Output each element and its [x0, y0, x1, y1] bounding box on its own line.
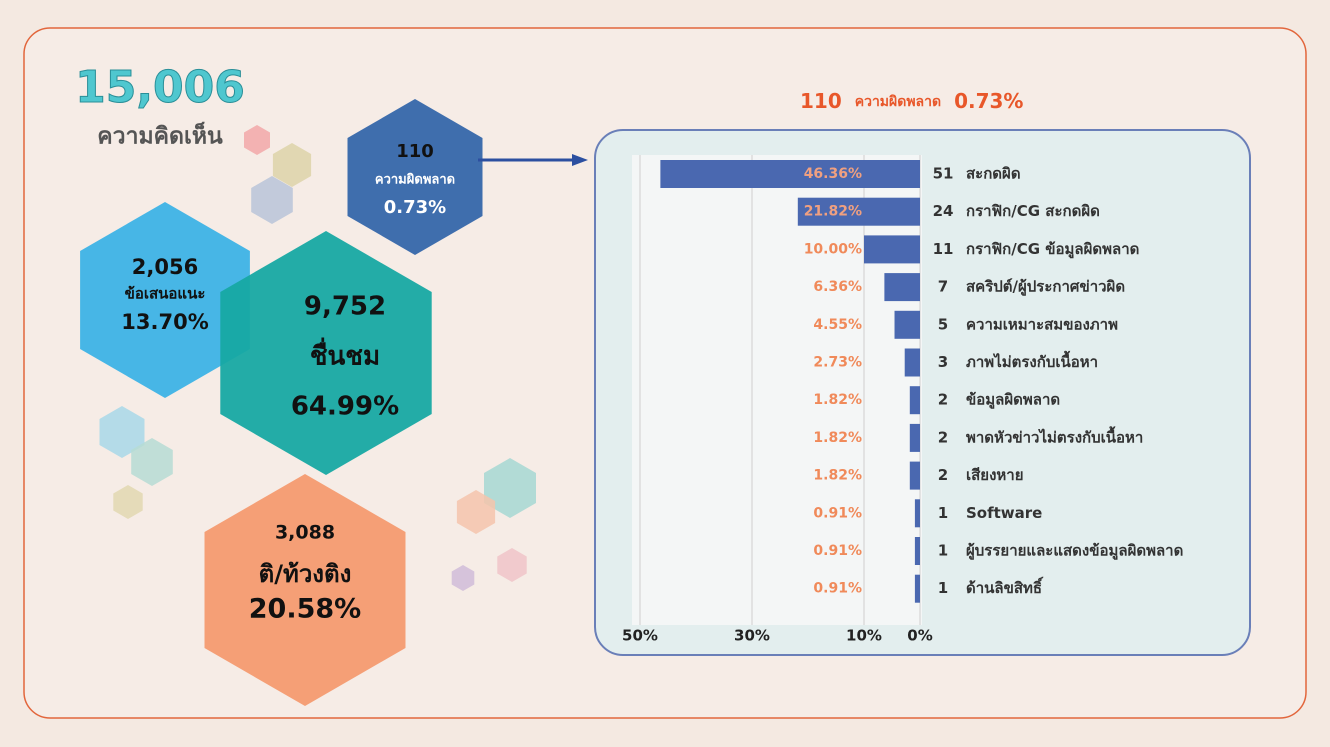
bar — [864, 235, 920, 263]
value-label: 2.73% — [813, 355, 862, 371]
title-percent: 0.73% — [954, 89, 1023, 113]
criticism-percent: 20.58% — [249, 594, 361, 625]
count-label: 1 — [938, 579, 948, 597]
value-label: 21.82% — [804, 204, 862, 220]
errors-percent: 0.73% — [384, 197, 446, 218]
total-value: 15,006 — [75, 62, 245, 113]
count-label: 1 — [938, 542, 948, 560]
count-label: 3 — [938, 353, 948, 371]
count-label: 7 — [938, 278, 948, 296]
value-label: 46.36% — [804, 166, 862, 182]
suggestions-percent: 13.70% — [121, 310, 208, 334]
category-label: Software — [966, 504, 1042, 522]
bar — [915, 575, 920, 603]
value-label: 0.91% — [813, 543, 862, 559]
value-label: 1.82% — [813, 392, 862, 408]
count-label: 11 — [933, 240, 954, 258]
suggestions-count: 2,056 — [132, 255, 198, 279]
value-label: 1.82% — [813, 430, 862, 446]
bar — [915, 499, 920, 527]
category-label: กราฟิก/CG สะกดผิด — [966, 202, 1100, 220]
bar — [910, 386, 920, 414]
count-label: 2 — [938, 428, 948, 446]
x-tick-label: 0% — [907, 627, 932, 645]
x-tick-label: 10% — [846, 627, 882, 645]
bar — [660, 160, 920, 188]
x-tick-label: 50% — [622, 627, 658, 645]
count-label: 5 — [938, 315, 948, 333]
category-label: ภาพไม่ตรงกับเนื้อหา — [966, 350, 1098, 371]
bar — [905, 349, 920, 377]
value-label: 0.91% — [813, 581, 862, 597]
count-label: 1 — [938, 504, 948, 522]
praise-count: 9,752 — [304, 292, 386, 322]
praise-percent: 64.99% — [291, 392, 399, 422]
category-label: ข้อมูลผิดพลาด — [966, 391, 1060, 410]
count-label: 2 — [938, 466, 948, 484]
bar — [910, 424, 920, 452]
count-label: 51 — [933, 165, 954, 183]
category-label: ผู้บรรยายและแสดงข้อมูลผิดพลาด — [966, 542, 1183, 561]
count-label: 24 — [933, 202, 954, 220]
category-label: เสียงหาย — [966, 466, 1024, 484]
category-label: สะกดผิด — [966, 165, 1021, 183]
category-label: กราฟิก/CG ข้อมูลผิดพลาด — [966, 240, 1139, 259]
praise-label: ชื่นชม — [310, 337, 380, 372]
category-label: ด้านลิขสิทธิ์ — [966, 576, 1044, 597]
total-label: ความคิดเห็น — [97, 121, 223, 150]
category-label: ความเหมาะสมของภาพ — [966, 315, 1118, 333]
criticism-label: ติ/ท้วงติง — [259, 560, 352, 588]
bar — [895, 311, 920, 339]
bar — [910, 462, 920, 490]
criticism-count: 3,088 — [275, 522, 335, 544]
title-count: 110 — [800, 89, 842, 113]
value-label: 0.91% — [813, 505, 862, 521]
count-label: 2 — [938, 391, 948, 409]
x-tick-label: 30% — [734, 627, 770, 645]
category-label: พาดหัวข่าวไม่ตรงกับเนื้อหา — [966, 425, 1143, 446]
bar — [884, 273, 920, 301]
value-label: 4.55% — [813, 317, 862, 333]
page: 15,006 ความคิดเห็น 110 ความผิดพลาด 0.73%… — [0, 0, 1330, 747]
suggestions-label: ข้อเสนอแนะ — [125, 285, 206, 303]
title-label: ความผิดพลาด — [855, 94, 941, 110]
category-label: สคริปต์/ผู้ประกาศข่าวผิด — [966, 278, 1125, 297]
infographic: 15,006 ความคิดเห็น 110 ความผิดพลาด 0.73%… — [0, 0, 1330, 747]
bar — [915, 537, 920, 565]
value-label: 1.82% — [813, 468, 862, 484]
value-label: 6.36% — [813, 279, 862, 295]
errors-count: 110 — [396, 141, 434, 162]
errors-label: ความผิดพลาด — [375, 173, 455, 188]
value-label: 10.00% — [804, 241, 862, 257]
